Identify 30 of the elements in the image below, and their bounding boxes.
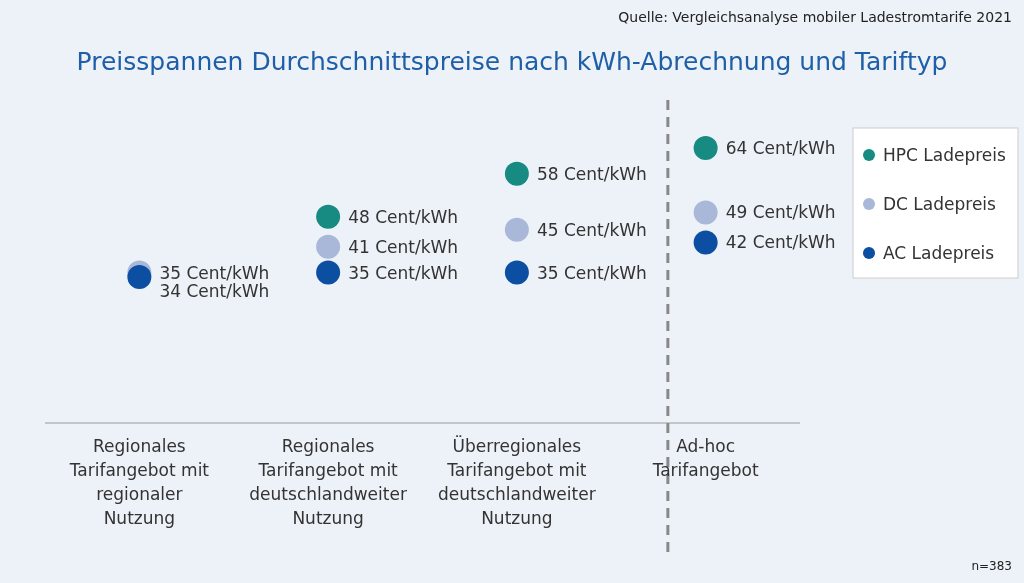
legend-label: DC Ladepreis xyxy=(883,193,997,214)
data-label: 48 Cent/kWh xyxy=(348,206,459,227)
legend-label: AC Ladepreis xyxy=(883,242,995,263)
data-label: 64 Cent/kWh xyxy=(725,137,836,158)
point xyxy=(693,136,718,160)
data-label: 49 Cent/kWh xyxy=(725,202,836,223)
data-label: 34 Cent/kWh xyxy=(159,280,270,301)
legend-label: HPC Ladepreis xyxy=(883,144,1007,165)
x-tick-label: Ad-hoc Tarifangebot xyxy=(651,436,759,480)
source-note: Quelle: Vergleichsanalyse mobiler Ladestromtarife 2021 xyxy=(618,9,1012,25)
data-label: 41 Cent/kWh xyxy=(348,236,459,257)
data-label: 35 Cent/kWh xyxy=(159,262,270,283)
point xyxy=(504,161,529,186)
data-label: 42 Cent/kWh xyxy=(725,232,836,253)
data-label: 58 Cent/kWh xyxy=(536,163,647,184)
data-label: 45 Cent/kWh xyxy=(536,219,647,240)
point xyxy=(316,234,341,259)
point xyxy=(693,230,718,255)
x-tick-label: Regionales Tarifangebot mit deutschlandweiter Nutzung xyxy=(249,436,407,528)
point xyxy=(504,260,529,285)
point xyxy=(316,204,341,229)
point xyxy=(693,200,718,225)
point xyxy=(316,260,341,285)
data-label: 35 Cent/kWh xyxy=(536,262,647,283)
point xyxy=(504,217,529,242)
data-label: 35 Cent/kWh xyxy=(348,262,459,283)
text: n=383 xyxy=(971,559,1012,573)
x-tick-label: Überregionales Tarifangebot mit deutschlandweiter Nutzung xyxy=(438,435,596,528)
chart-title: Preisspannen Durchschnittspreise nach kWh-Abrechnung und Tariftyp xyxy=(76,47,948,76)
x-tick-label: Regionales Tarifangebot mit regionaler Nutzung xyxy=(68,436,210,528)
